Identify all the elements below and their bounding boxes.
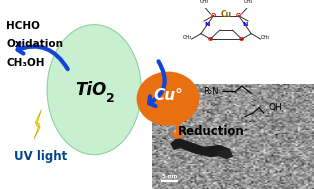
Text: Cu°: Cu° <box>153 88 183 103</box>
Text: CH₃: CH₃ <box>243 0 253 4</box>
Text: CH₃: CH₃ <box>182 35 192 40</box>
Polygon shape <box>171 138 229 156</box>
Text: CH₃: CH₃ <box>261 35 270 40</box>
Text: 5 nm: 5 nm <box>162 174 177 179</box>
Text: O: O <box>208 37 213 42</box>
Text: TiO: TiO <box>75 81 106 99</box>
Polygon shape <box>217 149 232 158</box>
Text: Reduction: Reduction <box>177 125 244 138</box>
Text: CH₃OH: CH₃OH <box>6 58 45 67</box>
Text: R₂N: R₂N <box>203 87 218 96</box>
Text: O: O <box>239 37 244 42</box>
Text: Cu: Cu <box>220 10 232 19</box>
Text: CH₃: CH₃ <box>199 0 209 4</box>
Ellipse shape <box>137 72 199 126</box>
Text: O: O <box>211 13 216 18</box>
Text: OH: OH <box>268 103 282 112</box>
Text: UV light: UV light <box>14 150 68 163</box>
Text: O: O <box>236 13 241 18</box>
Polygon shape <box>34 109 41 139</box>
Text: Oxidation: Oxidation <box>6 40 63 50</box>
Text: N: N <box>242 22 248 27</box>
Ellipse shape <box>47 25 141 155</box>
Text: HCHO: HCHO <box>6 21 40 31</box>
Text: 2: 2 <box>106 92 115 105</box>
Text: N: N <box>204 22 210 27</box>
